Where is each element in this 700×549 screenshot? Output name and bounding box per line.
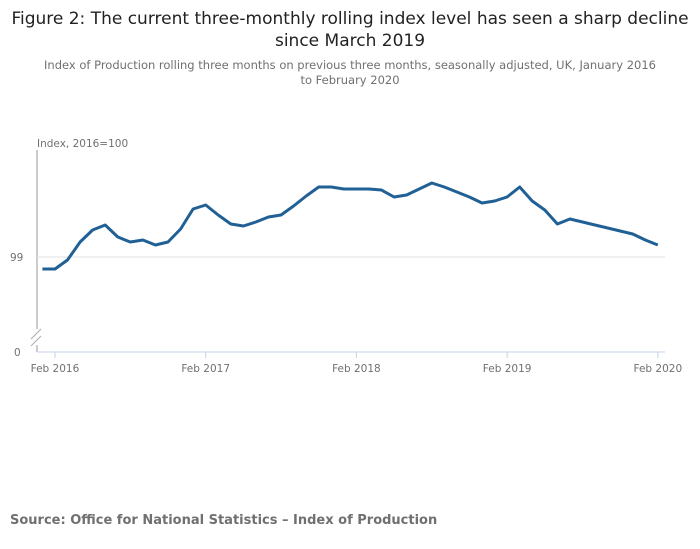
x-tick-label: Feb 2020 — [634, 363, 683, 375]
y-tick-0: 0 — [14, 347, 21, 359]
y-axis-label: Index, 2016=100 — [37, 138, 128, 150]
chart-title: Figure 2: The current three-monthly roll… — [11, 9, 689, 51]
chart-subtitle: Index of Production rolling three months… — [44, 58, 656, 87]
series-line-index-of-production — [42, 181, 659, 271]
y-tick-99: 99 — [10, 252, 23, 264]
source-note: Source: Office for National Statistics –… — [10, 513, 438, 528]
axis-break-icon — [30, 328, 42, 347]
x-tick-label: Feb 2017 — [181, 363, 230, 375]
x-tick-label: Feb 2016 — [31, 363, 80, 375]
x-tick-label: Feb 2018 — [332, 363, 381, 375]
x-tick-label: Feb 2019 — [483, 363, 532, 375]
